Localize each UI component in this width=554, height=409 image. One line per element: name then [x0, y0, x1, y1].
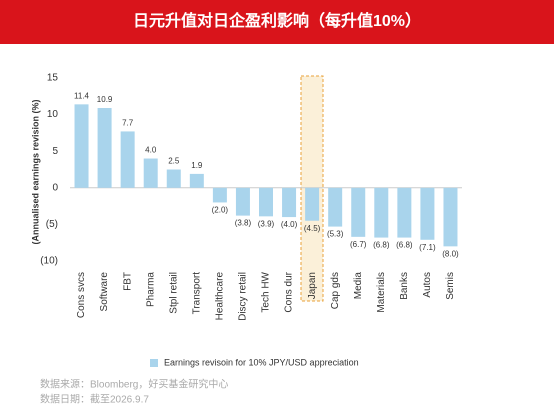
x-tick-label: Pharma: [145, 272, 156, 307]
x-tick-label: Discy retail: [238, 272, 249, 321]
x-tick-label: Transport: [191, 272, 202, 315]
bar: [189, 173, 204, 188]
value-label: (3.9): [258, 219, 275, 228]
value-label: 7.7: [122, 119, 134, 128]
bar: [282, 187, 297, 218]
value-label: (3.8): [235, 219, 252, 228]
value-label: (6.8): [396, 241, 413, 250]
bar: [74, 104, 89, 188]
footer-source: 数据来源：Bloomberg，好买基金研究中心: [40, 378, 228, 391]
value-label: 1.9: [191, 161, 203, 170]
value-label: (7.1): [419, 243, 436, 252]
header-bar: [0, 0, 554, 44]
x-tick-label: Japan: [307, 272, 318, 299]
value-label: 4.0: [145, 146, 157, 155]
value-label: (6.7): [350, 240, 367, 249]
x-tick-label: Stpl retail: [168, 272, 179, 314]
y-tick-label: (5): [46, 219, 58, 230]
x-tick-label: Software: [99, 272, 110, 312]
y-tick-label: 15: [47, 73, 59, 84]
bar: [374, 187, 389, 238]
y-tick-label: (10): [40, 256, 58, 267]
bar: [328, 187, 343, 227]
bar: [166, 169, 181, 188]
bar: [443, 187, 458, 247]
x-tick-label: Cons dur: [284, 271, 295, 312]
x-tick-label: Banks: [399, 272, 410, 300]
bar: [259, 187, 273, 217]
footer-date: 数据日期：截至2026.9.7: [40, 393, 149, 406]
value-label: 11.4: [74, 91, 90, 100]
bar: [235, 187, 250, 216]
bar: [97, 108, 112, 188]
bar: [397, 187, 412, 238]
value-label: (4.5): [304, 224, 321, 233]
value-label: (8.0): [442, 249, 459, 258]
legend-label: Earnings revisoin for 10% JPY/USD apprec…: [164, 357, 359, 367]
x-tick-label: Tech HW: [261, 271, 272, 312]
value-label: (2.0): [212, 206, 229, 215]
bar: [212, 187, 227, 203]
x-tick-label: Media: [353, 272, 364, 300]
chart-title: 日元升值对日企盈利影响（每升值10%）: [133, 11, 421, 30]
value-label: (4.0): [281, 220, 298, 229]
bar: [420, 187, 435, 240]
value-label: 10.9: [97, 95, 113, 104]
x-tick-label: Materials: [376, 272, 387, 313]
bar: [351, 187, 366, 237]
x-tick-label: Cons svcs: [76, 272, 87, 318]
value-label: 2.5: [168, 157, 180, 166]
bar: [120, 131, 135, 188]
x-tick-label: Autos: [422, 272, 433, 298]
value-label: (6.8): [373, 241, 390, 250]
y-tick-label: 5: [52, 146, 58, 157]
y-tick-label: 10: [47, 109, 59, 120]
x-tick-label: FBT: [122, 272, 133, 291]
x-tick-label: Cap gds: [330, 272, 341, 309]
value-label: (5.3): [327, 230, 344, 239]
x-tick-label: Healthcare: [215, 272, 226, 321]
bar: [143, 158, 158, 188]
bar: [305, 187, 320, 221]
y-tick-label: 0: [52, 182, 58, 193]
x-tick-label: Semis: [445, 272, 456, 300]
legend-swatch: [150, 359, 158, 367]
y-axis-label: (Annualised earnings revision (%): [30, 99, 40, 244]
